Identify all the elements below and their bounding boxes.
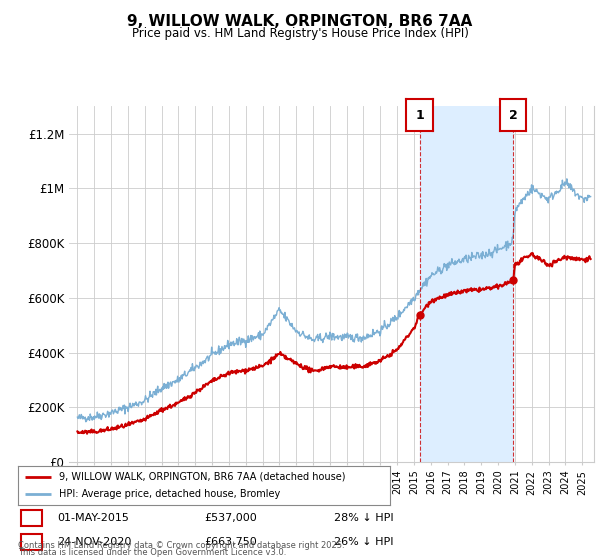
Text: This data is licensed under the Open Government Licence v3.0.: This data is licensed under the Open Gov… [18, 548, 286, 557]
Bar [419, 106, 513, 462]
Text: HPI: Average price, detached house, Bromley: HPI: Average price, detached house, Brom… [59, 489, 280, 499]
Text: 24-NOV-2020: 24-NOV-2020 [58, 536, 132, 547]
Text: 9, WILLOW WALK, ORPINGTON, BR6 7AA (detached house): 9, WILLOW WALK, ORPINGTON, BR6 7AA (deta… [59, 472, 346, 482]
Text: £663,750: £663,750 [204, 536, 257, 547]
FancyBboxPatch shape [21, 510, 42, 526]
FancyBboxPatch shape [21, 534, 42, 550]
Text: 1: 1 [28, 513, 35, 523]
Text: 2: 2 [28, 536, 35, 547]
Text: £537,000: £537,000 [204, 513, 257, 523]
Text: 26% ↓ HPI: 26% ↓ HPI [334, 536, 394, 547]
Text: Price paid vs. HM Land Registry's House Price Index (HPI): Price paid vs. HM Land Registry's House … [131, 27, 469, 40]
Text: 28% ↓ HPI: 28% ↓ HPI [334, 513, 394, 523]
Text: 01-MAY-2015: 01-MAY-2015 [58, 513, 130, 523]
Text: Contains HM Land Registry data © Crown copyright and database right 2025.: Contains HM Land Registry data © Crown c… [18, 541, 344, 550]
Text: 9, WILLOW WALK, ORPINGTON, BR6 7AA: 9, WILLOW WALK, ORPINGTON, BR6 7AA [127, 14, 473, 29]
